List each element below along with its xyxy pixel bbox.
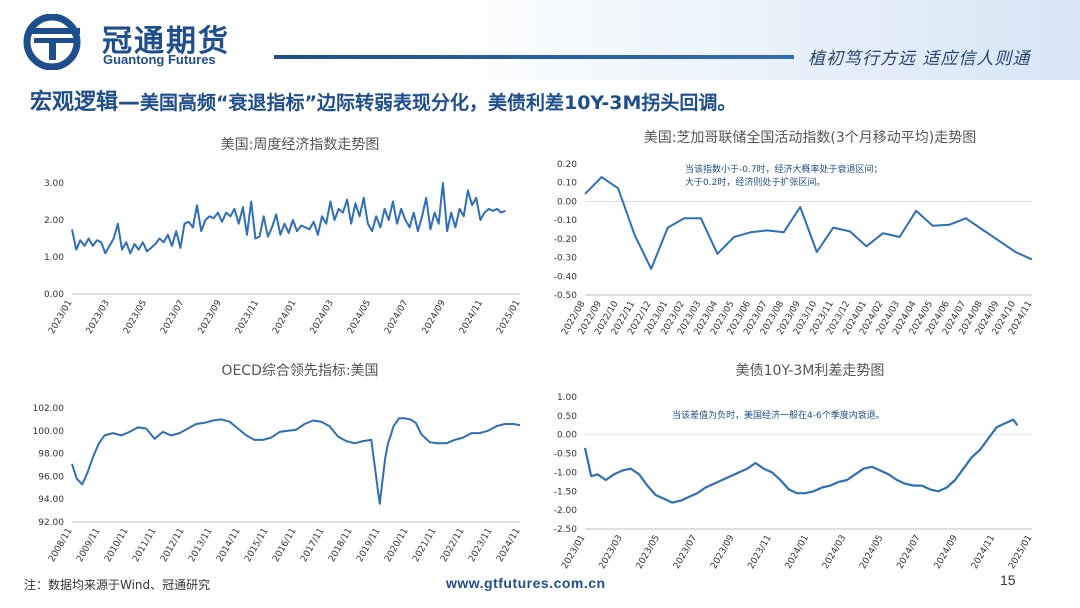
y-tick-label: -0.50: [554, 450, 578, 460]
footnote: 注：数据均来源于Wind、冠通研究: [24, 578, 211, 592]
y-tick-label: -2.50: [554, 525, 578, 535]
website-link[interactable]: www.gtfutures.com.cn: [446, 575, 606, 591]
series-line-oecd: [71, 417, 521, 505]
x-tick-label: 2023/01: [47, 299, 74, 336]
x-tick-label: 2024/07: [895, 534, 922, 571]
y-tick-label: 0.00: [557, 197, 577, 207]
x-tick-label: 2023/01: [560, 534, 587, 571]
y-tick-label: -1.00: [554, 468, 578, 478]
x-tick-label: 2014/11: [215, 527, 242, 564]
chart-title-oecd: OECD综合领先指标:美国: [221, 363, 379, 379]
y-tick-label: -0.10: [554, 216, 578, 226]
y-tick-label: 92.00: [38, 518, 64, 528]
x-tick-label: 2015/11: [243, 527, 270, 564]
x-tick-label: 2022/11: [439, 527, 466, 564]
y-tick-label: 0.20: [557, 160, 577, 170]
y-tick-label: 0.50: [557, 412, 577, 422]
brand-name-cn: 冠通期货: [102, 24, 230, 59]
x-tick-label: 2025/01: [1007, 534, 1034, 571]
x-tick-label: 2024/01: [784, 534, 811, 571]
y-tick-label: -0.20: [554, 235, 578, 245]
annotation-text: 当该差值为负时，美国经济一般在4-6个季度内衰退。: [672, 409, 885, 421]
y-tick-label: 0.00: [44, 290, 64, 300]
series-line-spread: [583, 418, 1019, 504]
x-tick-label: 2023/07: [672, 534, 699, 571]
x-tick-label: 2023/05: [122, 299, 149, 336]
header-band: [0, 0, 1080, 80]
y-tick-label: -1.50: [554, 487, 578, 497]
annotation-text: 当该指数小于-0.7时，经济大概率处于衰退区间；: [685, 163, 883, 175]
x-tick-label: 2012/11: [159, 527, 186, 564]
guantong-logo-icon: [23, 14, 81, 70]
series-line-chicago: [584, 176, 1033, 270]
y-tick-label: -0.50: [554, 291, 578, 301]
y-tick-label: 1.00: [557, 393, 577, 403]
x-tick-label: 2024/11: [970, 534, 997, 571]
headline-text: 美国高频“衰退指标”边际转弱表现分化，美债利差10Y-3M拐头回调。: [140, 92, 737, 114]
x-tick-label: 2024/11: [495, 527, 522, 564]
series-line-weekly: [71, 182, 506, 255]
y-tick-label: 100.00: [33, 427, 65, 437]
x-tick-label: 2024/09: [421, 298, 448, 336]
x-tick-label: 2011/11: [131, 527, 158, 564]
slogan: 植初笃行方远 适应信人则通: [808, 49, 1031, 69]
y-tick-label: 102.00: [33, 404, 65, 414]
x-tick-label: 2024/01: [271, 299, 298, 336]
x-tick-label: 2024/11: [458, 298, 485, 335]
x-tick-label: 2023/09: [709, 533, 736, 571]
x-tick-label: 2024/05: [346, 299, 373, 336]
x-tick-label: 2023/11: [234, 299, 261, 336]
x-tick-label: 2023/07: [159, 299, 186, 336]
x-tick-label: 2023/11: [746, 534, 773, 571]
x-tick-label: 2024/03: [309, 299, 336, 336]
header-rule: [274, 55, 794, 59]
page-number: 15: [1000, 572, 1016, 588]
x-tick-label: 2025/01: [495, 299, 522, 336]
x-tick-label: 2024/09: [933, 533, 960, 571]
y-tick-label: 2.00: [44, 216, 64, 226]
chart-title-weekly: 美国:周度经济指数走势图: [220, 137, 380, 153]
x-tick-label: 2013/11: [187, 527, 214, 564]
x-tick-label: 2010/11: [103, 527, 130, 564]
y-tick-label: 94.00: [38, 495, 64, 505]
headline-prefix: 宏观逻辑—: [30, 90, 141, 115]
x-tick-label: 2008/11: [47, 527, 74, 564]
y-tick-label: -0.30: [554, 254, 578, 264]
y-tick-label: 96.00: [38, 472, 64, 482]
annotation-text: 大于0.2时，经济则处于扩张区间。: [685, 176, 825, 188]
x-tick-label: 2020/11: [383, 527, 410, 564]
page-headline: 宏观逻辑—美国高频“衰退指标”边际转弱表现分化，美债利差10Y-3M拐头回调。: [30, 84, 736, 116]
x-tick-label: 2018/11: [327, 527, 354, 564]
x-tick-label: 2017/11: [299, 527, 326, 564]
chart-title-spread: 美债10Y-3M利差走势图: [735, 363, 885, 379]
x-tick-label: 2019/11: [355, 527, 382, 564]
y-tick-label: 0.10: [557, 179, 577, 189]
x-tick-label: 2024/03: [821, 534, 848, 571]
chart-title-chicago: 美国:芝加哥联储全国活动指数(3个月移动平均)走势图: [643, 130, 977, 146]
y-tick-label: 0.00: [557, 431, 577, 441]
x-tick-label: 2023/11: [467, 527, 494, 564]
x-tick-label: 2024/07: [383, 299, 410, 336]
y-tick-label: 3.00: [44, 179, 64, 189]
y-tick-label: -2.00: [554, 506, 578, 516]
x-tick-label: 2016/11: [271, 527, 298, 564]
x-tick-label: 2024/05: [858, 534, 885, 571]
brand-name-en: Guantong Futures: [103, 52, 216, 67]
x-tick-label: 2009/11: [75, 527, 102, 564]
y-tick-label: -0.40: [554, 272, 578, 282]
y-tick-label: 98.00: [38, 450, 64, 460]
x-tick-label: 2021/11: [411, 527, 438, 564]
x-tick-label: 2023/03: [85, 299, 112, 336]
x-tick-label: 2023/09: [197, 298, 224, 336]
x-tick-label: 2023/03: [597, 534, 624, 571]
x-tick-label: 2023/05: [635, 534, 662, 571]
y-tick-label: 1.00: [44, 253, 64, 263]
